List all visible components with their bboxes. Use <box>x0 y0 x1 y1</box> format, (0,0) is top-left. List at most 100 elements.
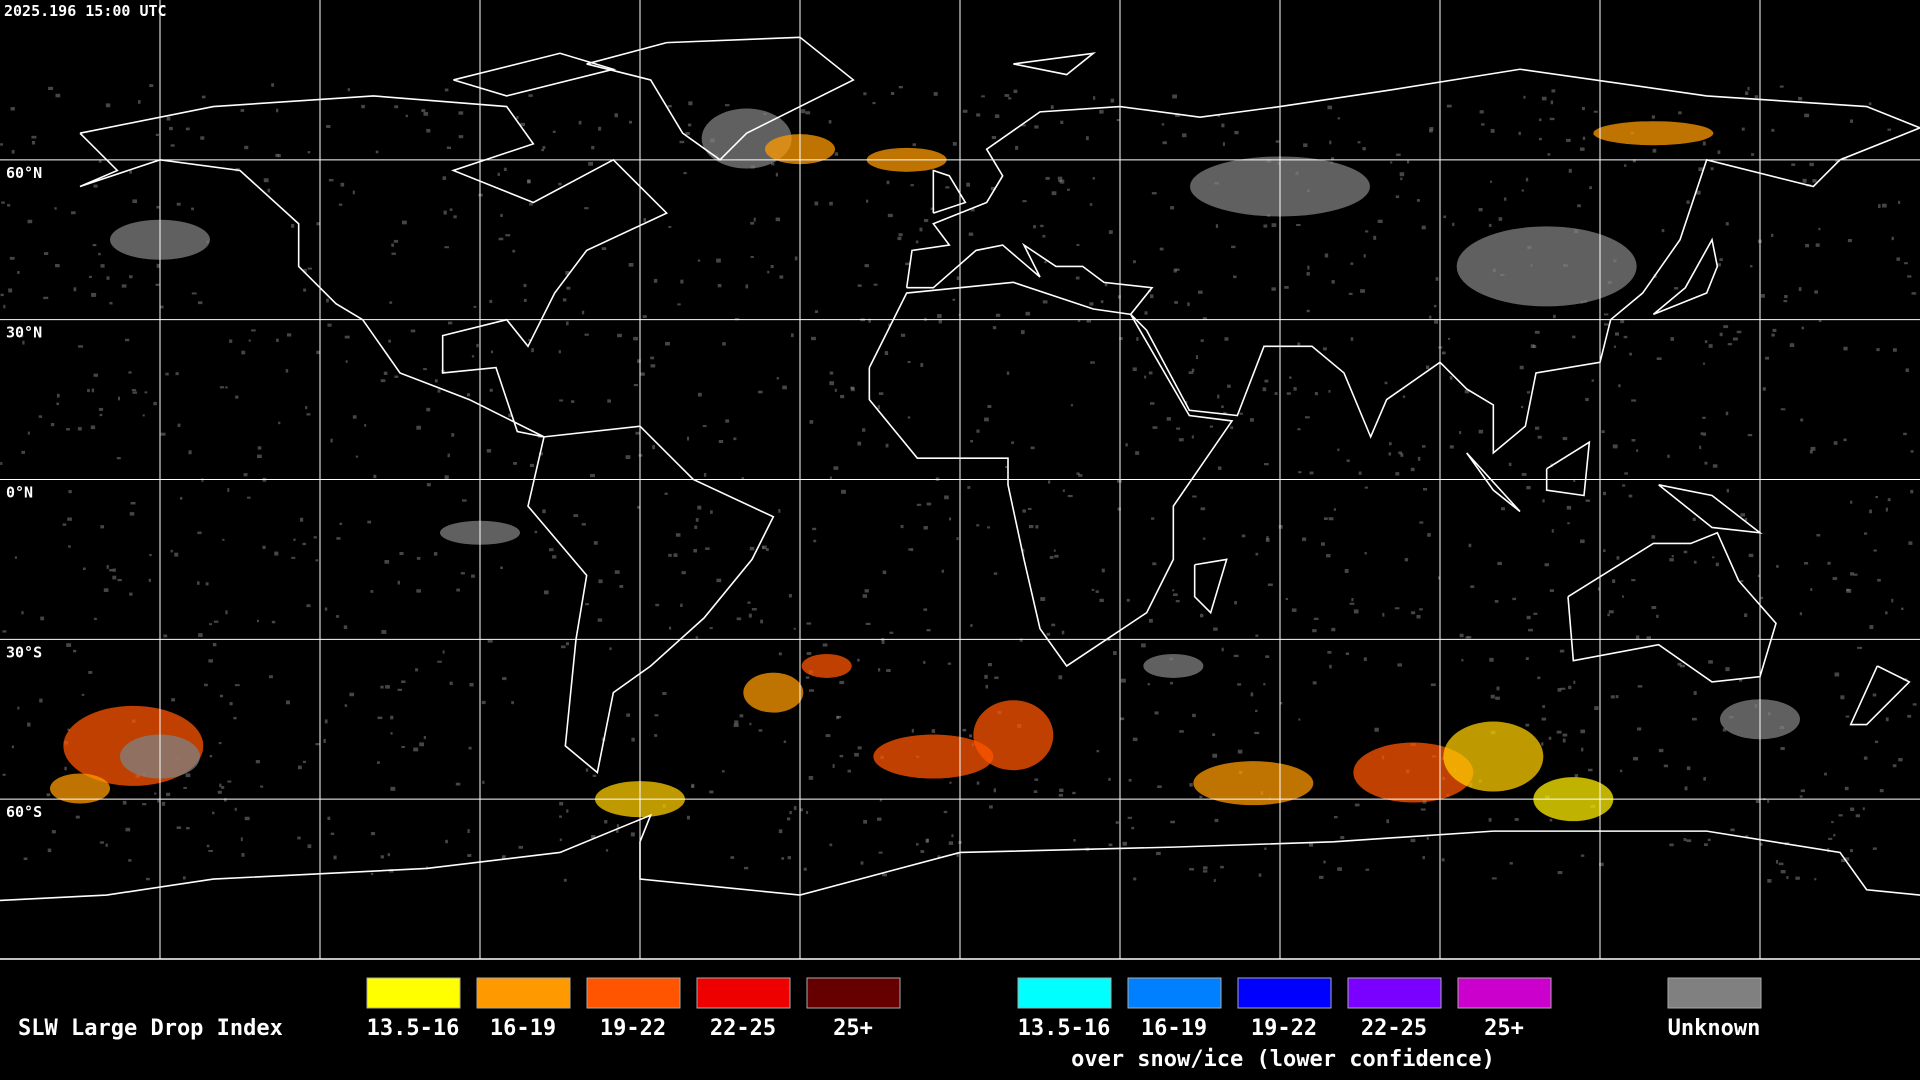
unknown-speck <box>744 866 749 870</box>
coastline <box>527 425 775 775</box>
unknown-speck <box>1004 94 1010 97</box>
unknown-speck <box>1152 562 1157 566</box>
unknown-speck <box>1149 402 1155 405</box>
unknown-speck <box>1678 111 1682 115</box>
unknown-speck <box>93 617 97 621</box>
unknown-speck <box>687 123 692 127</box>
unknown-speck <box>1364 486 1369 489</box>
unknown-speck <box>1674 287 1679 290</box>
unknown-speck <box>1119 717 1125 721</box>
unknown-speck <box>2 630 7 633</box>
unknown-speck <box>327 323 332 327</box>
unknown-speck <box>822 643 828 647</box>
unknown-speck <box>1544 563 1550 567</box>
unknown-speck <box>680 279 684 284</box>
unknown-speck <box>1266 536 1269 540</box>
unknown-speck <box>1212 733 1216 736</box>
unknown-speck <box>43 252 49 256</box>
unknown-speck <box>478 193 483 197</box>
unknown-speck <box>923 608 928 611</box>
unknown-speck <box>1656 357 1662 360</box>
unknown-speck <box>1670 337 1674 341</box>
unknown-speck <box>937 314 942 319</box>
unknown-speck <box>1885 717 1889 722</box>
unknown-speck <box>98 160 102 163</box>
unknown-speck <box>1233 275 1237 279</box>
unknown-speck <box>1843 346 1848 351</box>
legend-label: 25+ <box>1484 1016 1524 1041</box>
unknown-speck <box>1022 509 1026 513</box>
unknown-speck <box>1189 783 1193 787</box>
unknown-speck <box>1441 351 1446 355</box>
unknown-speck <box>1309 471 1314 475</box>
unknown-speck <box>523 283 527 288</box>
unknown-speck <box>1005 466 1008 469</box>
unknown-speck <box>352 190 355 195</box>
unknown-speck <box>990 186 996 191</box>
unknown-speck <box>1778 862 1784 866</box>
unknown-speck <box>364 424 367 427</box>
unknown-speck <box>1850 807 1855 812</box>
unknown-speck <box>1220 865 1224 869</box>
unknown-speck <box>1712 556 1715 559</box>
unknown-speck <box>1568 685 1572 690</box>
unknown-speck <box>1725 411 1729 416</box>
unknown-speck <box>206 844 210 848</box>
unknown-speck <box>695 518 699 522</box>
unknown-speck <box>251 329 256 332</box>
unknown-speck <box>306 413 311 416</box>
unknown-speck <box>482 780 485 784</box>
unknown-speck <box>1525 657 1529 661</box>
unknown-speck <box>1845 715 1850 718</box>
unknown-speck <box>952 298 956 301</box>
unknown-speck <box>1059 179 1065 184</box>
unknown-speck <box>385 685 390 689</box>
coastline <box>932 169 967 214</box>
unknown-speck <box>98 252 101 256</box>
unknown-speck <box>1632 159 1636 163</box>
unknown-speck <box>559 838 562 842</box>
unknown-speck <box>604 820 608 824</box>
unknown-speck <box>377 716 383 720</box>
cloud-blob <box>743 672 804 713</box>
cloud-blob <box>1443 721 1544 792</box>
unknown-speck <box>1402 395 1406 398</box>
unknown-speck <box>51 830 56 834</box>
unknown-speck <box>1116 119 1120 122</box>
unknown-speck <box>129 275 133 279</box>
unknown-speck <box>1127 816 1132 819</box>
unknown-speck <box>1191 368 1195 372</box>
unknown-speck <box>1377 219 1383 224</box>
unknown-speck <box>1182 133 1187 138</box>
unknown-speck <box>132 199 138 203</box>
unknown-speck <box>1234 130 1239 135</box>
unknown-speck <box>1838 814 1843 817</box>
unknown-speck <box>1351 598 1354 602</box>
unknown-speck <box>1053 549 1056 552</box>
unknown-speck <box>191 207 194 211</box>
unknown-speck <box>857 658 860 662</box>
unknown-speck <box>1686 839 1692 843</box>
unknown-speck <box>1113 651 1117 655</box>
unknown-speck <box>1503 197 1507 201</box>
unknown-speck <box>434 379 438 383</box>
unknown-speck <box>285 700 290 705</box>
legend-swatch <box>1127 977 1222 1009</box>
unknown-speck <box>1070 404 1073 407</box>
unknown-speck <box>976 781 980 785</box>
unknown-speck <box>370 832 376 836</box>
unknown-speck <box>1608 610 1614 614</box>
unknown-speck <box>307 267 313 270</box>
unknown-speck <box>1528 628 1533 632</box>
unknown-speck <box>877 817 882 821</box>
unknown-speck <box>1521 405 1524 409</box>
unknown-speck <box>1704 340 1708 344</box>
unknown-speck <box>829 476 832 480</box>
unknown-speck <box>1863 756 1868 760</box>
unknown-speck <box>697 505 702 510</box>
unknown-speck <box>426 483 431 487</box>
unknown-speck <box>949 517 952 521</box>
unknown-speck <box>1090 361 1095 364</box>
unknown-speck <box>71 211 76 215</box>
